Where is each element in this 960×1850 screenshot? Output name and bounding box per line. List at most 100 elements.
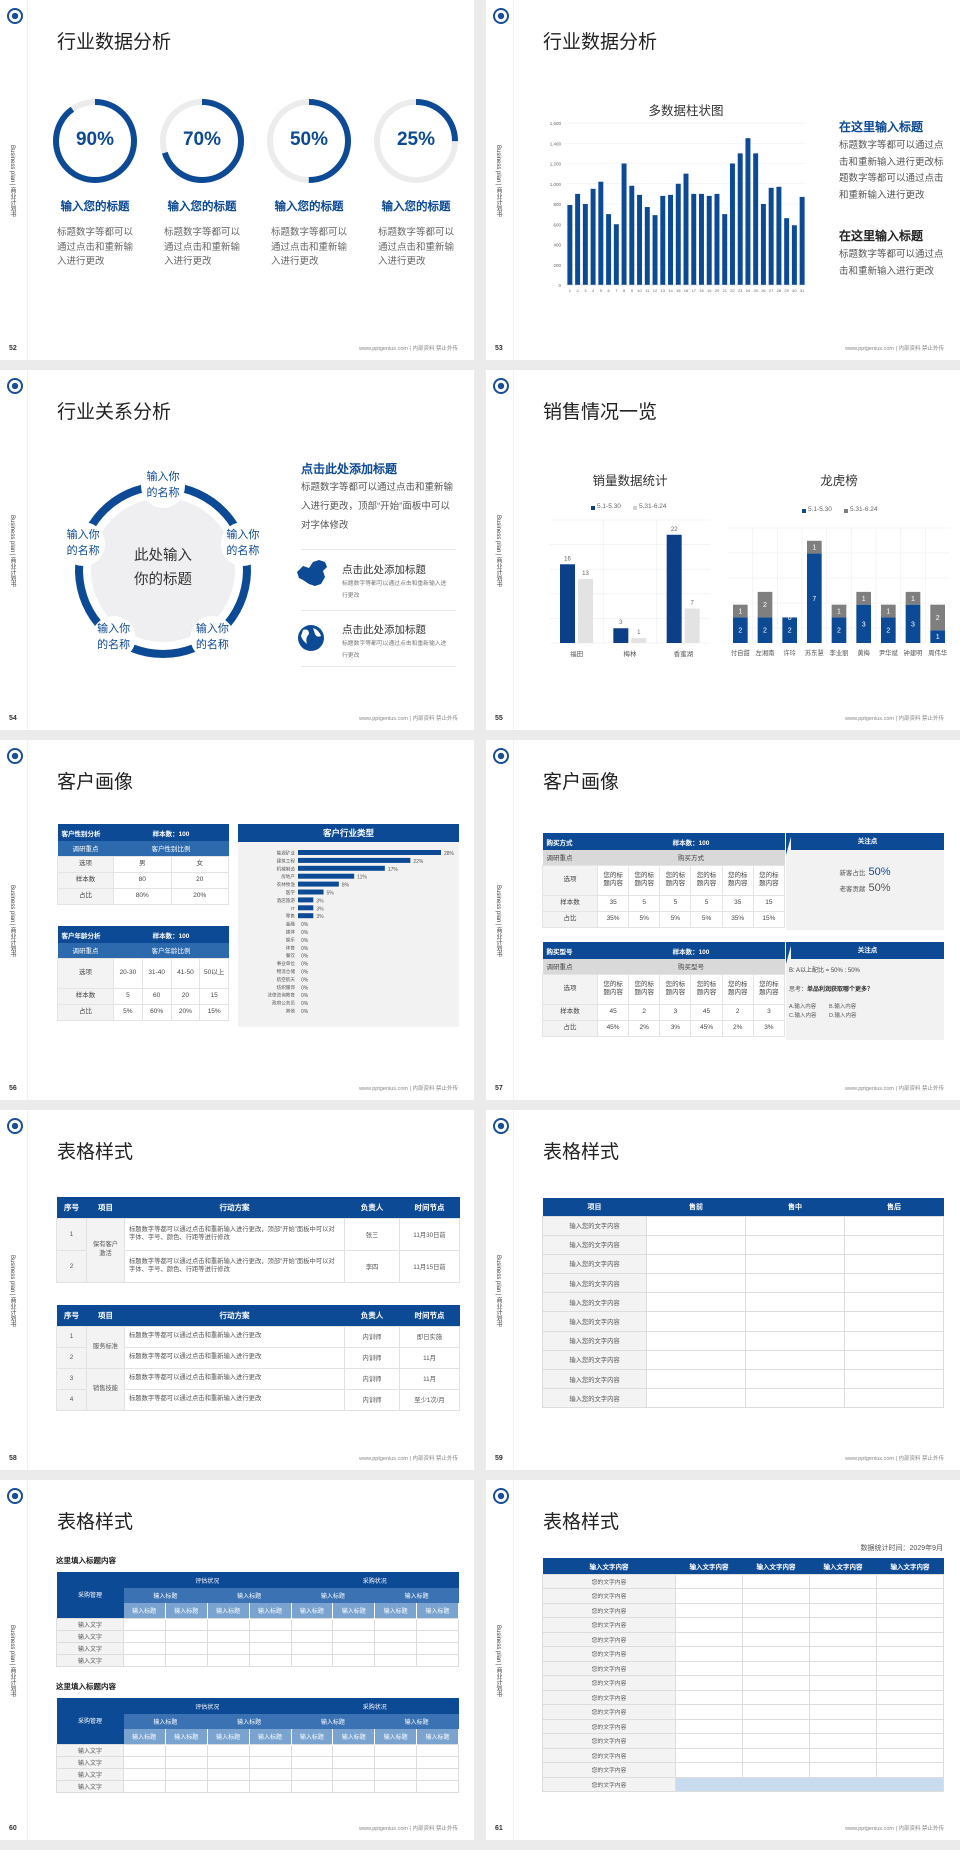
- empty-cell[interactable]: [646, 1215, 746, 1236]
- empty-cell[interactable]: [123, 1743, 166, 1757]
- empty-cell[interactable]: [876, 1631, 944, 1647]
- empty-cell[interactable]: [374, 1779, 418, 1793]
- empty-cell[interactable]: [646, 1234, 746, 1255]
- empty-cell[interactable]: [164, 1629, 208, 1643]
- empty-cell[interactable]: [332, 1641, 376, 1655]
- empty-cell[interactable]: [164, 1779, 208, 1793]
- empty-cell[interactable]: [675, 1602, 743, 1618]
- empty-cell[interactable]: [646, 1368, 746, 1390]
- empty-cell[interactable]: [675, 1573, 743, 1589]
- empty-cell[interactable]: [742, 1675, 810, 1691]
- empty-cell[interactable]: [675, 1704, 743, 1720]
- empty-cell[interactable]: [675, 1718, 743, 1734]
- empty-cell[interactable]: [290, 1767, 334, 1781]
- empty-cell[interactable]: [290, 1641, 334, 1655]
- empty-cell[interactable]: [742, 1573, 810, 1589]
- empty-cell[interactable]: [123, 1641, 166, 1655]
- empty-cell[interactable]: [248, 1779, 292, 1793]
- empty-cell[interactable]: [206, 1755, 250, 1769]
- empty-cell[interactable]: [675, 1646, 743, 1662]
- empty-cell[interactable]: [675, 1617, 743, 1633]
- empty-cell[interactable]: [646, 1253, 746, 1275]
- empty-cell[interactable]: [646, 1330, 746, 1351]
- empty-cell[interactable]: [646, 1292, 746, 1313]
- empty-cell[interactable]: [844, 1215, 944, 1236]
- empty-cell[interactable]: [844, 1253, 944, 1275]
- empty-cell[interactable]: [374, 1617, 418, 1631]
- empty-cell[interactable]: [164, 1767, 208, 1781]
- empty-cell[interactable]: [646, 1311, 746, 1332]
- empty-cell[interactable]: [809, 1588, 877, 1604]
- empty-cell[interactable]: [876, 1762, 944, 1778]
- empty-cell[interactable]: [876, 1704, 944, 1720]
- empty-cell[interactable]: [675, 1660, 743, 1676]
- empty-cell[interactable]: [745, 1388, 845, 1409]
- empty-cell[interactable]: [206, 1653, 250, 1667]
- empty-cell[interactable]: [876, 1718, 944, 1734]
- empty-cell[interactable]: [123, 1653, 166, 1667]
- empty-cell[interactable]: [206, 1641, 250, 1655]
- empty-cell[interactable]: [675, 1762, 743, 1778]
- empty-cell[interactable]: [745, 1253, 845, 1275]
- empty-cell[interactable]: [332, 1743, 376, 1757]
- empty-cell[interactable]: [809, 1762, 877, 1778]
- empty-cell[interactable]: [123, 1779, 166, 1793]
- empty-cell[interactable]: [742, 1762, 810, 1778]
- empty-cell[interactable]: [290, 1629, 334, 1643]
- empty-cell[interactable]: [876, 1747, 944, 1763]
- empty-cell[interactable]: [745, 1330, 845, 1351]
- empty-cell[interactable]: [164, 1653, 208, 1667]
- empty-cell[interactable]: [844, 1349, 944, 1371]
- empty-cell[interactable]: [809, 1617, 877, 1633]
- empty-cell[interactable]: [844, 1292, 944, 1313]
- empty-cell[interactable]: [416, 1653, 459, 1667]
- empty-cell[interactable]: [416, 1629, 459, 1643]
- empty-cell[interactable]: [374, 1629, 418, 1643]
- empty-cell[interactable]: [876, 1588, 944, 1604]
- empty-cell[interactable]: [290, 1653, 334, 1667]
- highlight-cell[interactable]: [675, 1776, 944, 1792]
- slide-58[interactable]: Business plan | 商业计划书 表格样式 58 www.pptgenius…: [0, 1110, 474, 1470]
- empty-cell[interactable]: [876, 1660, 944, 1676]
- empty-cell[interactable]: [290, 1743, 334, 1757]
- empty-cell[interactable]: [675, 1631, 743, 1647]
- empty-cell[interactable]: [164, 1743, 208, 1757]
- slide-56[interactable]: Business plan | 商业计划书 客户画像 56 www.pptgenius…: [0, 740, 474, 1100]
- empty-cell[interactable]: [332, 1767, 376, 1781]
- empty-cell[interactable]: [742, 1733, 810, 1749]
- slide-59[interactable]: Business plan | 商业计划书 表格样式 59 www.pptgenius…: [486, 1110, 960, 1470]
- empty-cell[interactable]: [416, 1743, 459, 1757]
- empty-cell[interactable]: [844, 1330, 944, 1351]
- empty-cell[interactable]: [742, 1588, 810, 1604]
- empty-cell[interactable]: [809, 1747, 877, 1763]
- empty-cell[interactable]: [123, 1767, 166, 1781]
- empty-cell[interactable]: [206, 1629, 250, 1643]
- empty-cell[interactable]: [416, 1617, 459, 1631]
- empty-cell[interactable]: [809, 1704, 877, 1720]
- empty-cell[interactable]: [374, 1767, 418, 1781]
- empty-cell[interactable]: [374, 1743, 418, 1757]
- empty-cell[interactable]: [745, 1292, 845, 1313]
- empty-cell[interactable]: [844, 1368, 944, 1390]
- empty-cell[interactable]: [742, 1631, 810, 1647]
- empty-cell[interactable]: [745, 1311, 845, 1332]
- empty-cell[interactable]: [876, 1733, 944, 1749]
- empty-cell[interactable]: [876, 1675, 944, 1691]
- empty-cell[interactable]: [675, 1675, 743, 1691]
- empty-cell[interactable]: [374, 1653, 418, 1667]
- empty-cell[interactable]: [675, 1588, 743, 1604]
- empty-cell[interactable]: [809, 1660, 877, 1676]
- slide-54[interactable]: Business plan | 商业计划书 行业关系分析 54 www.pptgeni…: [0, 370, 474, 730]
- empty-cell[interactable]: [742, 1646, 810, 1662]
- empty-cell[interactable]: [206, 1779, 250, 1793]
- empty-cell[interactable]: [876, 1689, 944, 1705]
- empty-cell[interactable]: [332, 1779, 376, 1793]
- empty-cell[interactable]: [809, 1675, 877, 1691]
- empty-cell[interactable]: [742, 1660, 810, 1676]
- empty-cell[interactable]: [123, 1629, 166, 1643]
- empty-cell[interactable]: [876, 1617, 944, 1633]
- slide-60[interactable]: Business plan | 商业计划书 表格样式 60 www.pptgenius…: [0, 1480, 474, 1840]
- empty-cell[interactable]: [206, 1767, 250, 1781]
- empty-cell[interactable]: [675, 1747, 743, 1763]
- empty-cell[interactable]: [742, 1718, 810, 1734]
